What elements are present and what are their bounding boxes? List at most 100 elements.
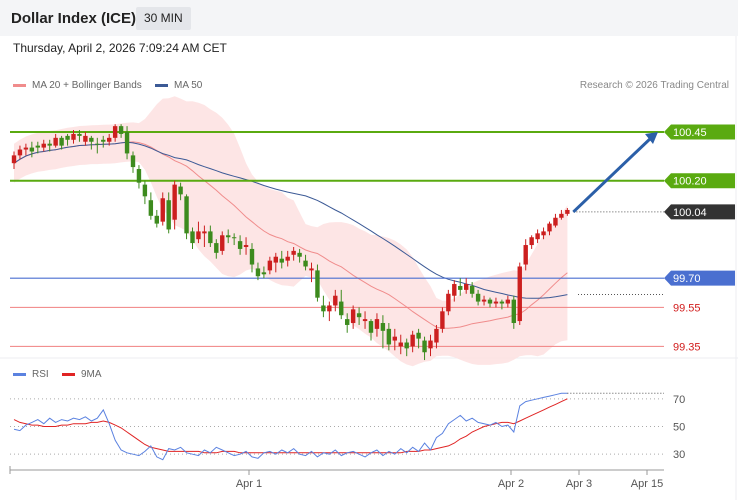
legend-9ma: 9MA <box>62 369 102 380</box>
candle <box>374 313 380 337</box>
candle-body <box>505 299 511 304</box>
candle-body <box>559 213 564 218</box>
candle <box>136 165 142 189</box>
candle-body <box>362 319 368 322</box>
candle <box>148 192 154 220</box>
candle-body <box>190 231 195 244</box>
ma20-swatch <box>13 84 26 87</box>
candle <box>261 266 267 279</box>
candle-body <box>541 231 546 236</box>
candle-body <box>279 258 284 263</box>
candle <box>243 237 249 255</box>
candle-body <box>291 250 296 255</box>
candle <box>190 227 195 249</box>
chart-header: Dollar Index (ICE) 30 MIN <box>0 0 738 36</box>
candle <box>481 295 487 306</box>
candle-body <box>231 237 237 239</box>
last-level-label: 100.04 <box>673 207 707 219</box>
legend-ma20-label: MA 20 + Bollinger Bands <box>32 80 142 91</box>
projection-arrow <box>572 135 654 213</box>
candle-body <box>47 143 52 146</box>
candle-body <box>529 237 534 246</box>
candle <box>523 239 528 271</box>
candle <box>517 262 522 325</box>
candle <box>160 192 165 226</box>
candle-body <box>517 266 522 322</box>
support-level-label: 99.35 <box>673 341 701 353</box>
candle <box>196 221 201 244</box>
rsi-tick-label: 30 <box>673 449 685 461</box>
candle <box>469 282 475 298</box>
candle-body <box>303 260 308 267</box>
candle <box>559 209 564 220</box>
pivot-level-label: 99.70 <box>673 273 701 285</box>
candle-body <box>148 200 154 216</box>
legend-rsi: RSI <box>13 369 49 380</box>
candle <box>345 313 350 333</box>
candle-body <box>89 137 94 142</box>
candle <box>297 248 302 263</box>
candle <box>142 180 148 205</box>
candle <box>428 334 433 357</box>
candle <box>410 330 415 353</box>
candle-body <box>339 301 344 316</box>
candle-body <box>315 270 320 298</box>
candle-body <box>29 147 35 152</box>
candle-body <box>565 209 570 214</box>
last-level-tag <box>664 204 735 220</box>
candle-body <box>452 284 457 296</box>
resistance-level-tag <box>664 124 735 140</box>
candle-body <box>350 309 356 324</box>
time-tick-label: Apr 3 <box>566 478 592 490</box>
ma50-swatch <box>155 84 168 87</box>
candle <box>404 338 409 357</box>
rsi-line <box>13 392 568 461</box>
candle <box>59 135 64 150</box>
candle <box>11 151 17 170</box>
legend-ma20: MA 20 + Bollinger Bands <box>13 80 142 91</box>
candle <box>118 124 124 138</box>
candle <box>493 297 499 308</box>
candle <box>112 124 118 142</box>
candle-body <box>124 131 130 154</box>
candle <box>368 319 374 341</box>
candle <box>529 235 534 249</box>
candle <box>214 239 219 259</box>
candle-body <box>154 215 159 224</box>
bollinger-band <box>14 96 568 367</box>
candle-body <box>95 143 100 145</box>
candle <box>166 192 171 234</box>
candle <box>505 295 511 308</box>
credit: Research © 2026 Trading Central <box>579 80 729 91</box>
legend-ma50-label: MA 50 <box>174 80 203 91</box>
candle <box>255 262 261 281</box>
candle-body <box>374 319 380 329</box>
candle-body <box>202 231 207 234</box>
rsi-tick-label: 50 <box>673 422 685 434</box>
candle-body <box>178 186 183 195</box>
candle <box>53 133 58 148</box>
candle <box>273 252 278 273</box>
instrument-title: Dollar Index (ICE) <box>11 10 137 27</box>
timestamp: Thursday, April 2, 2026 7:09:24 AM CET <box>13 41 227 55</box>
candle <box>553 213 558 228</box>
candle-body <box>547 223 552 232</box>
candle-body <box>172 184 177 220</box>
candle-body <box>273 256 278 263</box>
candle <box>303 254 308 271</box>
candle <box>452 280 457 302</box>
candle-body <box>523 245 528 265</box>
candle <box>77 130 82 142</box>
candle <box>226 229 231 244</box>
candle-body <box>83 135 88 142</box>
candle <box>17 145 23 160</box>
candle <box>333 289 338 312</box>
candle <box>89 135 94 150</box>
candle-body <box>226 235 231 238</box>
ma9-swatch <box>62 373 75 376</box>
candle-body <box>220 235 225 251</box>
interval-button[interactable]: 30 MIN <box>136 7 191 30</box>
candle-body <box>142 184 148 197</box>
candle <box>315 264 320 302</box>
